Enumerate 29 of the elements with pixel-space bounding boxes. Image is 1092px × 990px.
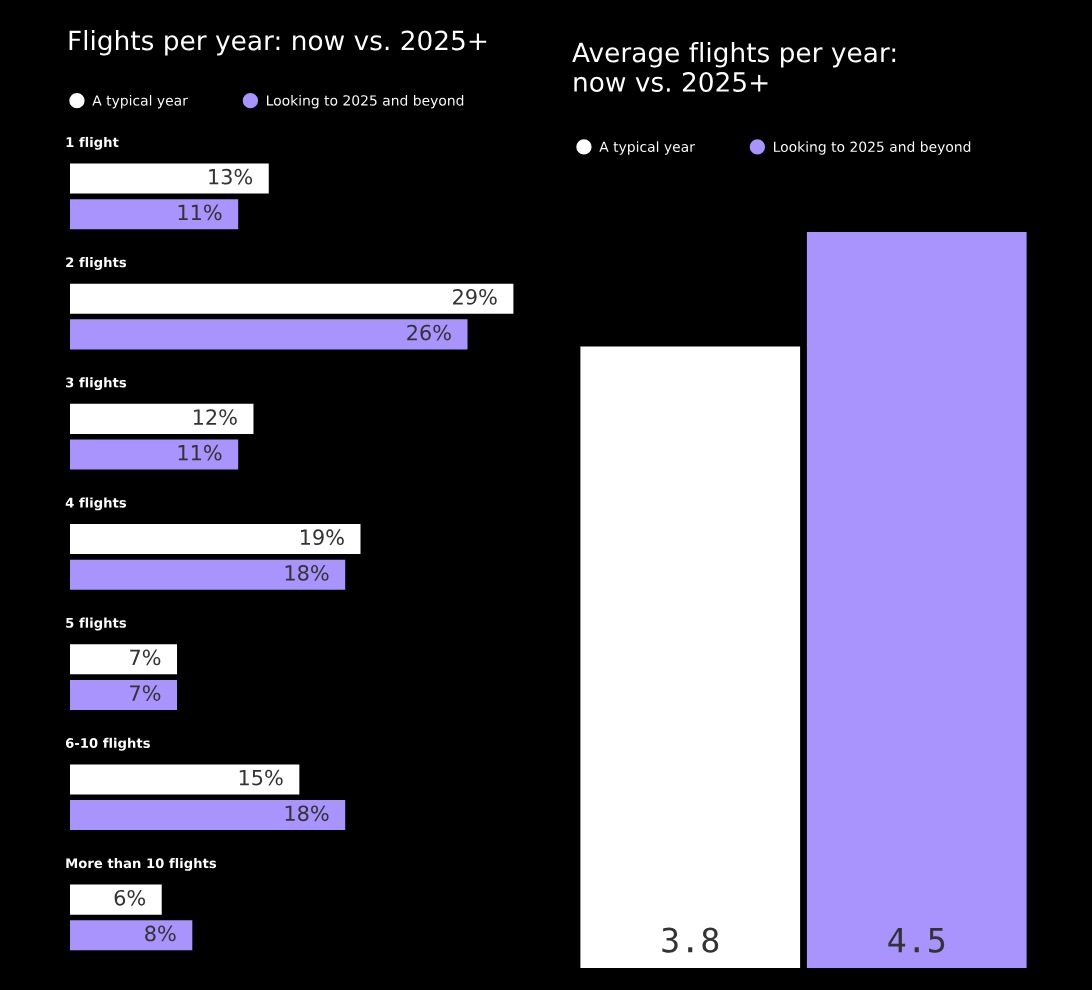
legend-label: A typical year — [92, 94, 188, 109]
y-tick-label: 2 flights — [66, 257, 127, 270]
data-label: 3.8 — [662, 927, 719, 953]
data-label: 18% — [285, 805, 329, 822]
data-label: 7% — [130, 685, 161, 701]
data-label: 12% — [193, 409, 237, 425]
data-label: 8% — [145, 925, 176, 942]
data-label: 19% — [300, 529, 344, 546]
data-label: 11% — [178, 444, 222, 461]
data-label: 6% — [114, 889, 146, 906]
data-label: 29% — [453, 288, 497, 305]
y-tick-label: More than 10 flights — [66, 857, 217, 871]
legend-label: Looking to 2025 and beyond — [267, 94, 464, 109]
y-tick-label: 6-10 flights — [65, 737, 150, 751]
data-label: 26% — [407, 324, 451, 341]
y-tick-label: 4 flights — [65, 497, 127, 511]
data-label: 7% — [130, 649, 161, 666]
y-tick-label: 1 flight — [66, 136, 119, 150]
y-tick-label: 3 flights — [66, 377, 127, 391]
y-tick-label: 5 flights — [66, 617, 127, 631]
data-label: 15% — [239, 769, 283, 786]
data-label: 18% — [285, 565, 329, 581]
data-label: 11% — [178, 204, 222, 221]
chart-title: Flights per year: now vs. 2025+ — [69, 30, 487, 56]
chart-title: Average flights per year: now vs. 2025+ — [572, 42, 896, 92]
legend-label: A typical year — [599, 141, 695, 155]
data-label: 4.5 — [888, 927, 945, 953]
legend-label: Looking to 2025 and beyond — [774, 141, 971, 155]
data-label: 13% — [209, 168, 253, 185]
